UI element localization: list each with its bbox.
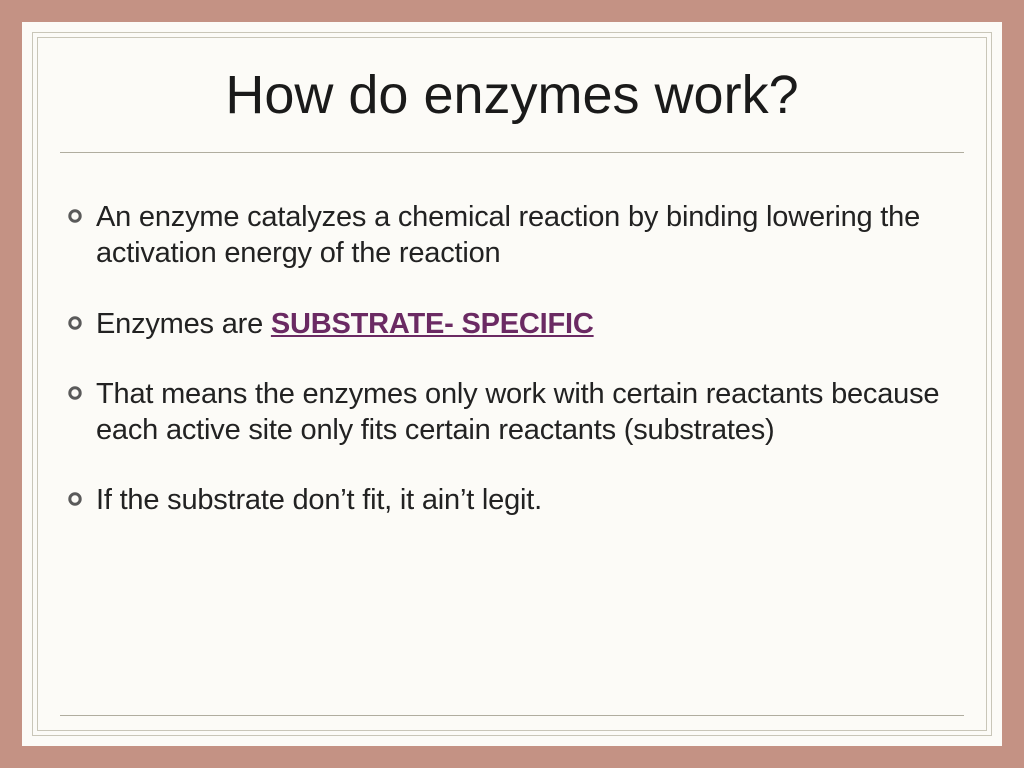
slide-content: An enzyme catalyzes a chemical reaction … — [60, 153, 964, 715]
bullet-emphasis: SUBSTRATE- SPECIFIC — [271, 308, 594, 340]
bullet-ring-icon — [68, 492, 82, 506]
list-item: If the substrate don’t fit, it ain’t leg… — [68, 482, 956, 518]
bullet-ring-icon — [68, 316, 82, 330]
bullet-ring-icon — [68, 386, 82, 400]
list-item: Enzymes are SUBSTRATE- SPECIFIC — [68, 306, 956, 342]
outer-border: How do enzymes work? An enzyme catalyzes… — [32, 32, 992, 736]
bullet-text: If the substrate don’t fit, it ain’t leg… — [96, 482, 542, 518]
list-item: An enzyme catalyzes a chemical reaction … — [68, 199, 956, 272]
bullet-ring-icon — [68, 209, 82, 223]
slide-title: How do enzymes work? — [60, 60, 964, 152]
inner-border: How do enzymes work? An enzyme catalyzes… — [37, 37, 987, 731]
slide-panel: How do enzymes work? An enzyme catalyzes… — [22, 22, 1002, 746]
bullet-text: Enzymes are SUBSTRATE- SPECIFIC — [96, 306, 594, 342]
footer-divider — [60, 715, 964, 716]
bullet-prefix: Enzymes are — [96, 308, 271, 340]
bullet-text: That means the enzymes only work with ce… — [96, 376, 956, 449]
list-item: That means the enzymes only work with ce… — [68, 376, 956, 449]
bullet-text: An enzyme catalyzes a chemical reaction … — [96, 199, 956, 272]
